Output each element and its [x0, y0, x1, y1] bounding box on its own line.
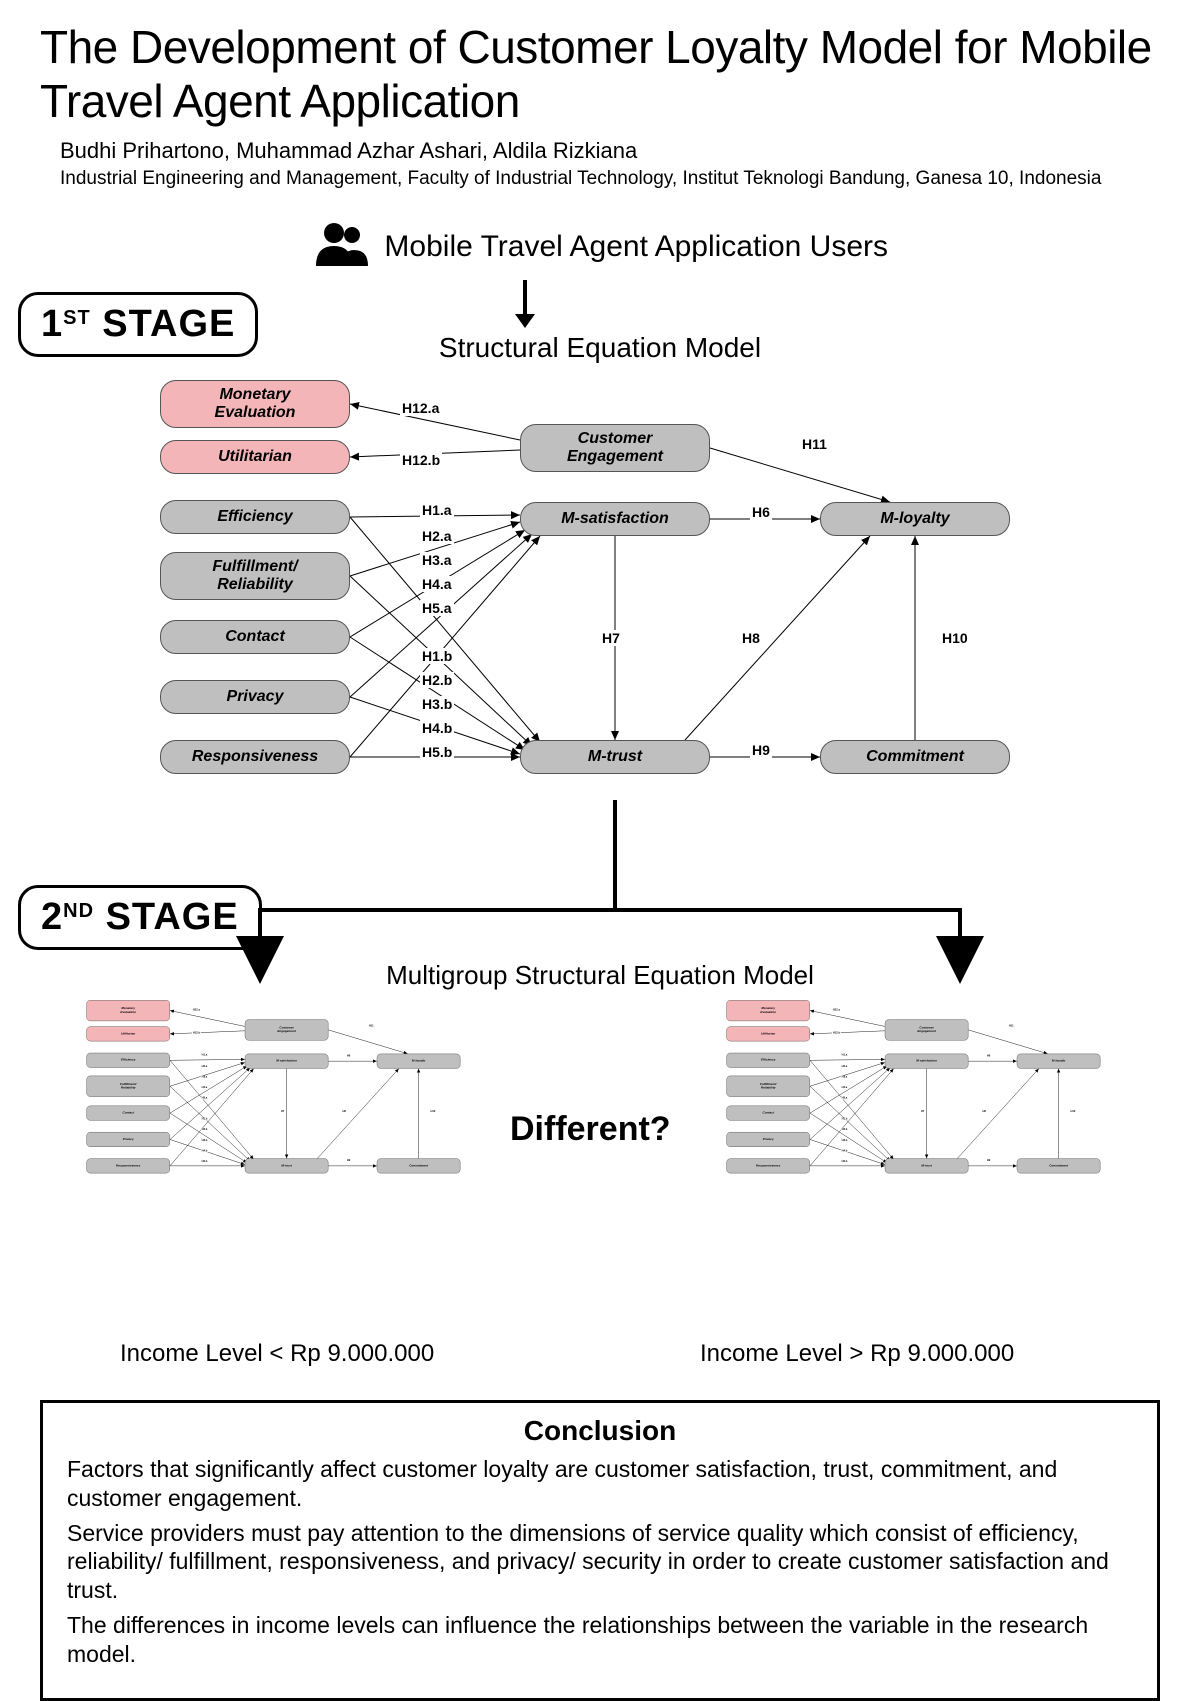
branch-arrow: [0, 0, 1200, 1000]
sem-edge-H12.a: H12.a: [832, 1009, 841, 1012]
sem-edge-H6: H6: [346, 1055, 351, 1058]
sem-node-ceng: CustomerEngagement: [245, 1019, 329, 1040]
sem-edge-H4.a: H4.a: [201, 1086, 208, 1089]
sem-edge-H9: H9: [986, 1159, 991, 1162]
sem-node-eff: Efficiency: [726, 1053, 810, 1068]
sem-edge-H12.b: H12.b: [832, 1032, 841, 1035]
sem-node-con: Contact: [86, 1106, 170, 1121]
sem-edge-H3.b: H3.b: [201, 1139, 208, 1142]
sem-edge-H2.b: H2.b: [201, 1128, 208, 1131]
sem-edge-H10: H10: [430, 1110, 437, 1113]
sem-edge-H3.a: H3.a: [201, 1076, 208, 1079]
sem-edge-H1.b: H1.b: [841, 1118, 848, 1121]
sem-node-priv: Privacy: [726, 1132, 810, 1147]
sem-edge-H8: H8: [982, 1110, 987, 1113]
sem-edge-H5.a: H5.a: [201, 1097, 208, 1100]
sem-node-eff: Efficiency: [86, 1053, 170, 1068]
different-label: Different?: [510, 1110, 671, 1149]
sem-edge-H5.a: H5.a: [841, 1097, 848, 1100]
sem-node-mloy: M-loyalty: [377, 1054, 461, 1069]
sem-node-msat: M-satisfaction: [885, 1054, 969, 1069]
sem-node-mon: MonetaryEvaluation: [86, 1000, 170, 1021]
sem-edge-H1.a: H1.a: [841, 1054, 848, 1057]
sem-node-mon: MonetaryEvaluation: [726, 1000, 810, 1021]
income-high-label: Income Level > Rp 9.000.000: [700, 1340, 1014, 1368]
sem-node-resp: Responsiveness: [726, 1158, 810, 1173]
sem-node-priv: Privacy: [86, 1132, 170, 1147]
sem-node-resp: Responsiveness: [86, 1158, 170, 1173]
sem-edge-H2.b: H2.b: [841, 1128, 848, 1131]
sem-node-con: Contact: [726, 1106, 810, 1121]
sem-node-mtr: M-trust: [245, 1158, 329, 1173]
sem-node-util: Utilitarian: [86, 1026, 170, 1041]
sem-node-util: Utilitarian: [726, 1026, 810, 1041]
sem-edge-H12.b: H12.b: [192, 1032, 201, 1035]
sem-edge-H1.b: H1.b: [201, 1118, 208, 1121]
sem-edge-H5.b: H5.b: [201, 1160, 208, 1163]
sem-edge-H11: H11: [1008, 1025, 1014, 1028]
sem-edge-H7: H7: [280, 1110, 285, 1113]
sem-edge-H8: H8: [342, 1110, 347, 1113]
sem-edge-H5.b: H5.b: [841, 1160, 848, 1163]
multigroup-title: Multigroup Structural Equation Model: [0, 960, 1200, 991]
sem-edge-H4.b: H4.b: [201, 1150, 208, 1153]
sem-edge-H10: H10: [1070, 1110, 1077, 1113]
sem-node-ful: Fulfillment/Reliability: [86, 1076, 170, 1097]
sem-edge-H3.a: H3.a: [841, 1076, 848, 1079]
conclusion-p1: Factors that significantly affect custom…: [67, 1455, 1133, 1513]
sem-edge-H12.a: H12.a: [192, 1009, 201, 1012]
sem-edge-H9: H9: [346, 1159, 351, 1162]
sem-node-mtr: M-trust: [885, 1158, 969, 1173]
sem-edge-H2.a: H2.a: [841, 1065, 848, 1068]
conclusion-title: Conclusion: [67, 1415, 1133, 1447]
sem-edge-H6: H6: [986, 1055, 991, 1058]
sem-node-msat: M-satisfaction: [245, 1054, 329, 1069]
income-low-label: Income Level < Rp 9.000.000: [120, 1340, 434, 1368]
sem-edge-H1.a: H1.a: [201, 1054, 208, 1057]
sem-edge-H11: H11: [368, 1025, 374, 1028]
conclusion-p3: The differences in income levels can inf…: [67, 1611, 1133, 1669]
conclusion-box: Conclusion Factors that significantly af…: [40, 1400, 1160, 1701]
sem-node-mloy: M-loyalty: [1017, 1054, 1101, 1069]
sem-edge-H2.a: H2.a: [201, 1065, 208, 1068]
sem-node-comm: Commitment: [377, 1158, 461, 1173]
sem-node-ful: Fulfillment/Reliability: [726, 1076, 810, 1097]
sem-edge-H4.b: H4.b: [841, 1150, 848, 1153]
sem-edge-H3.b: H3.b: [841, 1139, 848, 1142]
sem-node-ceng: CustomerEngagement: [885, 1019, 969, 1040]
sem-edge-H7: H7: [920, 1110, 925, 1113]
sem-node-comm: Commitment: [1017, 1158, 1101, 1173]
sem-edge-H4.a: H4.a: [841, 1086, 848, 1089]
conclusion-p2: Service providers must pay attention to …: [67, 1519, 1133, 1605]
